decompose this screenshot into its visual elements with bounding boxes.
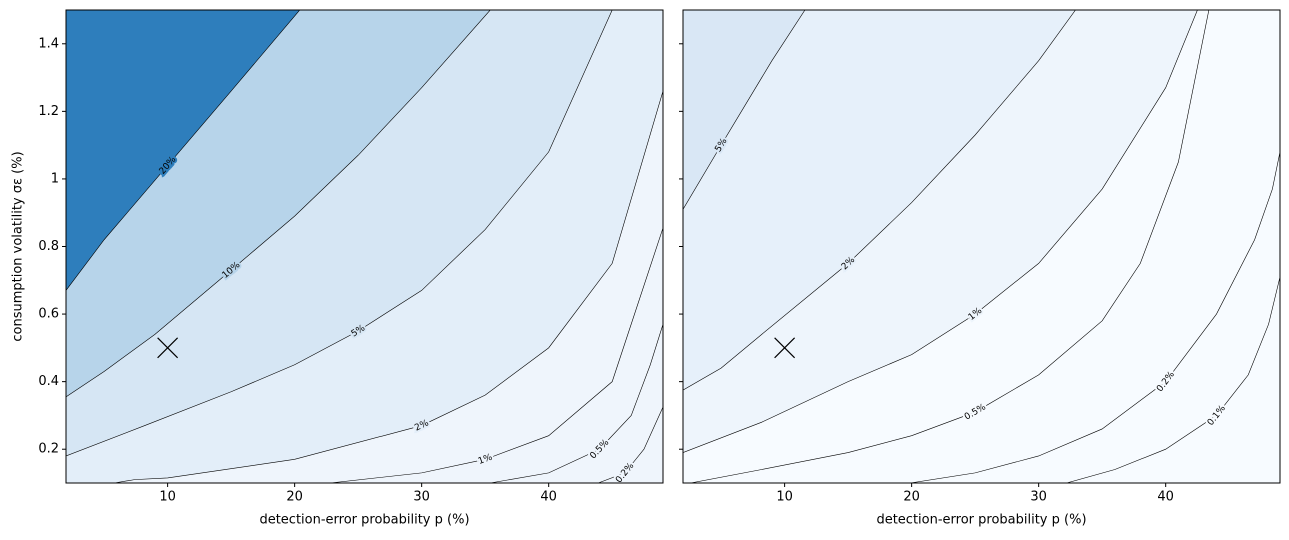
- contour-line: [114, 91, 663, 483]
- contour-line: [66, 10, 300, 291]
- contour-line: [330, 227, 663, 483]
- y-tick-label: 0.4: [38, 374, 59, 389]
- x-tick-label: 30: [413, 490, 430, 505]
- contour-line: [66, 10, 491, 398]
- y-tick-label: 1.4: [38, 36, 59, 51]
- contour-line: [683, 10, 806, 210]
- contour-fill: [66, 10, 300, 291]
- contour-line: [1066, 276, 1280, 483]
- y-tick-label: 0.2: [38, 442, 59, 457]
- x-tick-label: 40: [540, 490, 557, 505]
- contour-line: [683, 10, 1198, 453]
- y-tick-label: 0.6: [38, 307, 59, 322]
- plot-area: 1%2%5%0.5%0.2%0.1% 10 20 30 40 detection-erro…: [679, 9, 1281, 528]
- marker: [774, 337, 796, 359]
- x-axis-label: detection-error probability p (%): [876, 513, 1086, 528]
- contour-fill: [683, 10, 805, 210]
- contour-line: [66, 10, 613, 457]
- contour-line: [690, 10, 1210, 483]
- x-tick-label: 10: [159, 490, 176, 505]
- marker: [157, 337, 179, 359]
- x-axis-label: detection-error probability p (%): [259, 513, 469, 528]
- x-tick-label: 10: [776, 490, 793, 505]
- plot-area: 2%5%10%20%1% 0.5%0.2% 10 20 30 40 0.2 0.4 0.6 0.8…: [11, 9, 664, 528]
- contour-fill: [683, 10, 1076, 391]
- y-tick-label: 1.2: [38, 104, 59, 119]
- contours: 1%2%5%0.5%0.2%0.1%: [683, 10, 1280, 483]
- contours: 2%5%10%20%1% 0.5%0.2%: [66, 10, 663, 483]
- x-tick-label: 20: [903, 490, 920, 505]
- contour-line: [490, 324, 663, 483]
- contour-line: [598, 406, 663, 483]
- contour-line: [683, 10, 1076, 391]
- contour-line: [910, 151, 1280, 483]
- y-tick-label: 0.8: [38, 239, 59, 254]
- x-tick-label: 40: [1157, 490, 1174, 505]
- x-tick-label: 30: [1030, 490, 1047, 505]
- x-tick-label: 20: [286, 490, 303, 505]
- y-axis-label: consumption volatility σε (%): [11, 151, 26, 341]
- y-tick-label: 1: [51, 171, 59, 186]
